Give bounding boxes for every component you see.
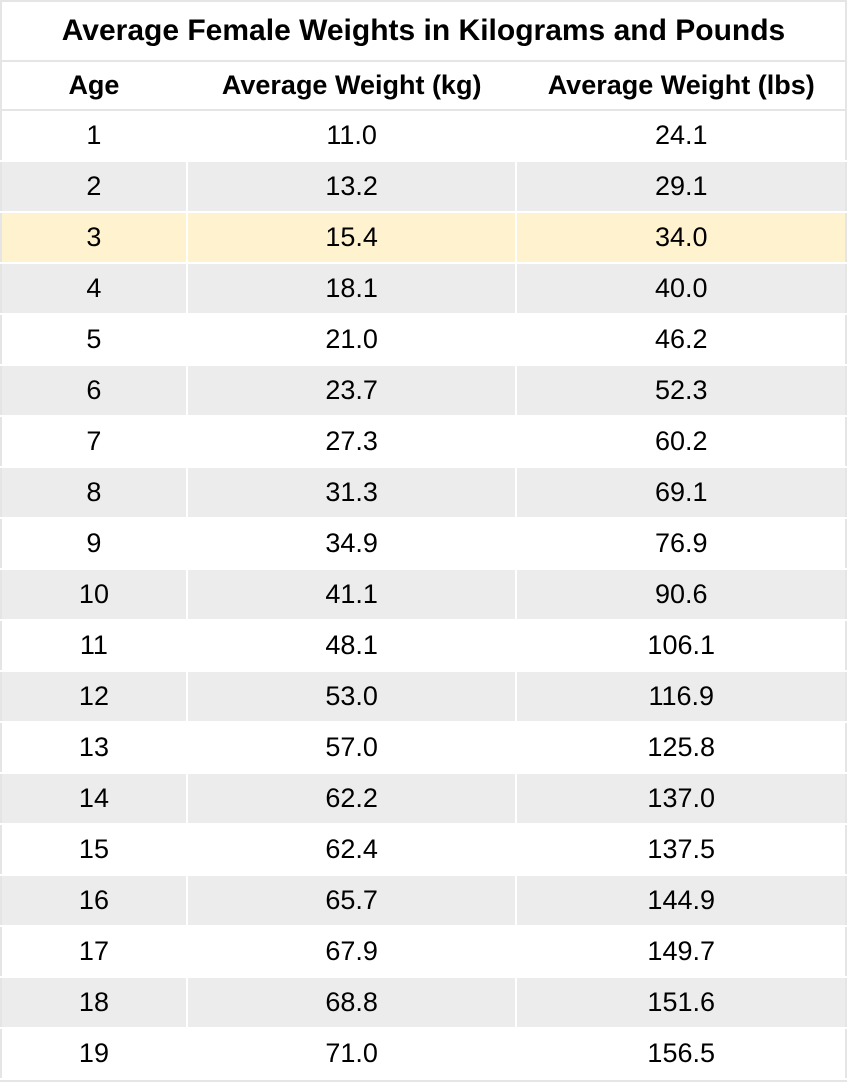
table-row: 1148.1106.1 [1, 620, 846, 671]
cell-kg: 18.1 [187, 263, 517, 314]
table-row: 1767.9149.7 [1, 926, 846, 977]
cell-kg: 34.9 [187, 518, 517, 569]
cell-kg: 23.7 [187, 365, 517, 416]
cell-lbs: 116.9 [516, 671, 846, 722]
cell-age: 16 [1, 875, 187, 926]
table-row: 1462.2137.0 [1, 773, 846, 824]
cell-kg: 48.1 [187, 620, 517, 671]
cell-lbs: 60.2 [516, 416, 846, 467]
cell-kg: 21.0 [187, 314, 517, 365]
cell-lbs: 137.5 [516, 824, 846, 875]
cell-age: 13 [1, 722, 187, 773]
cell-lbs: 144.9 [516, 875, 846, 926]
cell-lbs: 24.1 [516, 110, 846, 161]
table-row: 1868.8151.6 [1, 977, 846, 1028]
table-row: 315.434.0 [1, 212, 846, 263]
cell-age: 18 [1, 977, 187, 1028]
table-row: 1357.0125.8 [1, 722, 846, 773]
cell-kg: 67.9 [187, 926, 517, 977]
table-row: 623.752.3 [1, 365, 846, 416]
cell-lbs: 149.7 [516, 926, 846, 977]
table-row: 1253.0116.9 [1, 671, 846, 722]
cell-kg: 13.2 [187, 161, 517, 212]
table-row: 111.024.1 [1, 110, 846, 161]
table-row: 418.140.0 [1, 263, 846, 314]
cell-lbs: 52.3 [516, 365, 846, 416]
cell-age: 1 [1, 110, 187, 161]
table-row: 1971.0156.5 [1, 1028, 846, 1079]
table-body: 111.024.1213.229.1315.434.0418.140.0521.… [1, 110, 846, 1079]
cell-lbs: 76.9 [516, 518, 846, 569]
cell-kg: 62.2 [187, 773, 517, 824]
cell-age: 11 [1, 620, 187, 671]
cell-kg: 11.0 [187, 110, 517, 161]
cell-age: 3 [1, 212, 187, 263]
cell-kg: 65.7 [187, 875, 517, 926]
weights-table: Age Average Weight (kg) Average Weight (… [0, 62, 847, 1080]
table-row: 1562.4137.5 [1, 824, 846, 875]
table-row: 727.360.2 [1, 416, 846, 467]
cell-kg: 31.3 [187, 467, 517, 518]
cell-lbs: 125.8 [516, 722, 846, 773]
cell-lbs: 34.0 [516, 212, 846, 263]
cell-lbs: 40.0 [516, 263, 846, 314]
cell-kg: 41.1 [187, 569, 517, 620]
cell-age: 19 [1, 1028, 187, 1079]
cell-lbs: 151.6 [516, 977, 846, 1028]
table-row: 1665.7144.9 [1, 875, 846, 926]
cell-kg: 68.8 [187, 977, 517, 1028]
cell-kg: 53.0 [187, 671, 517, 722]
cell-lbs: 69.1 [516, 467, 846, 518]
cell-lbs: 46.2 [516, 314, 846, 365]
cell-age: 8 [1, 467, 187, 518]
cell-kg: 15.4 [187, 212, 517, 263]
cell-lbs: 106.1 [516, 620, 846, 671]
cell-age: 6 [1, 365, 187, 416]
cell-lbs: 90.6 [516, 569, 846, 620]
cell-age: 7 [1, 416, 187, 467]
cell-lbs: 29.1 [516, 161, 846, 212]
table-row: 213.229.1 [1, 161, 846, 212]
col-header-lbs: Average Weight (lbs) [516, 62, 846, 110]
cell-age: 15 [1, 824, 187, 875]
cell-lbs: 156.5 [516, 1028, 846, 1079]
table-row: 934.976.9 [1, 518, 846, 569]
cell-age: 17 [1, 926, 187, 977]
cell-kg: 71.0 [187, 1028, 517, 1079]
table-title: Average Female Weights in Kilograms and … [0, 2, 847, 62]
col-header-age: Age [1, 62, 187, 110]
cell-age: 2 [1, 161, 187, 212]
cell-age: 12 [1, 671, 187, 722]
weights-table-container: Average Female Weights in Kilograms and … [0, 0, 847, 1082]
cell-age: 5 [1, 314, 187, 365]
cell-age: 14 [1, 773, 187, 824]
table-row: 831.369.1 [1, 467, 846, 518]
cell-age: 10 [1, 569, 187, 620]
cell-age: 9 [1, 518, 187, 569]
cell-kg: 27.3 [187, 416, 517, 467]
cell-kg: 62.4 [187, 824, 517, 875]
table-header-row: Age Average Weight (kg) Average Weight (… [1, 62, 846, 110]
table-row: 521.046.2 [1, 314, 846, 365]
cell-lbs: 137.0 [516, 773, 846, 824]
table-row: 1041.190.6 [1, 569, 846, 620]
cell-kg: 57.0 [187, 722, 517, 773]
col-header-kg: Average Weight (kg) [187, 62, 517, 110]
cell-age: 4 [1, 263, 187, 314]
